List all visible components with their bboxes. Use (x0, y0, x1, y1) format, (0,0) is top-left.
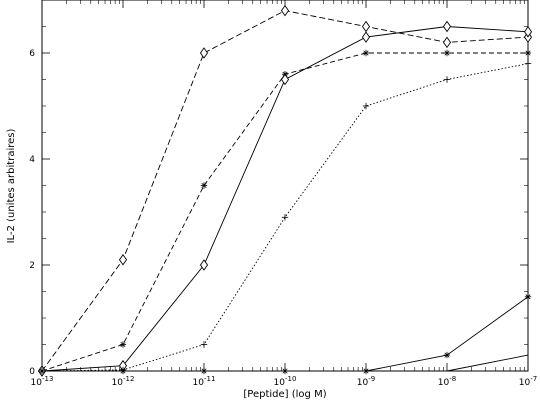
x-tick-label: 10-11 (193, 375, 216, 388)
x-tick-label: 10-8 (438, 375, 456, 388)
data-point-asterisk (200, 182, 208, 189)
y-tick-label: 2 (29, 261, 35, 271)
data-point-plus (362, 102, 370, 110)
data-point-asterisk (443, 49, 451, 57)
series-line (366, 354, 529, 372)
data-point-asterisk (524, 293, 532, 300)
series-line (41, 52, 528, 372)
data-point-diamond (361, 31, 371, 43)
data-point-plus (443, 76, 451, 83)
y-tick-label: 6 (29, 49, 35, 59)
x-tick-label: 10-9 (357, 375, 375, 388)
data-point-plus (524, 60, 532, 67)
x-tick-label: 10-12 (112, 375, 135, 388)
series-layer (37, 4, 533, 377)
series-1 (37, 4, 533, 377)
data-point-diamond (523, 26, 533, 38)
axis-ticks (41, 0, 529, 372)
data-point-asterisk (281, 367, 289, 375)
x-tick-label: 10-7 (519, 375, 537, 388)
data-point-asterisk (119, 367, 127, 375)
data-point-asterisk (38, 367, 46, 375)
data-point-asterisk (200, 367, 208, 375)
series-3 (37, 20, 533, 377)
data-point-diamond (118, 253, 128, 266)
data-point-plus (281, 214, 289, 221)
data-point-diamond (199, 259, 209, 271)
data-point-diamond (280, 73, 290, 86)
series-line (41, 10, 529, 372)
data-point-diamond (199, 47, 209, 59)
data-point-diamond (361, 20, 371, 33)
series-5 (38, 293, 532, 375)
data-point-asterisk (119, 341, 127, 348)
data-point-asterisk (362, 49, 370, 57)
data-point-diamond (442, 20, 452, 33)
data-point-diamond (442, 36, 452, 49)
series-2 (38, 49, 532, 375)
data-point-diamond (280, 4, 290, 17)
y-axis-label: IL-2 (unites arbitraires) (6, 129, 17, 244)
x-axis-label: [Peptide] (log M) (243, 389, 326, 400)
y-tick-label: 0 (29, 367, 35, 377)
data-point-plus (200, 341, 208, 348)
series-4 (38, 60, 532, 375)
data-point-asterisk (443, 351, 451, 359)
x-tick-label: 10-13 (31, 375, 54, 388)
data-point-asterisk (524, 49, 532, 57)
tick-labels: 10-13 10-12 10-11 10-10 10-9 10-8 10-7 0 2 4 6 (29, 49, 537, 388)
y-tick-label: 4 (29, 155, 35, 165)
series-line (42, 296, 529, 372)
x-tick-label: 10-10 (274, 375, 297, 388)
series-6 (366, 354, 529, 372)
plot-frame (41, 0, 529, 372)
